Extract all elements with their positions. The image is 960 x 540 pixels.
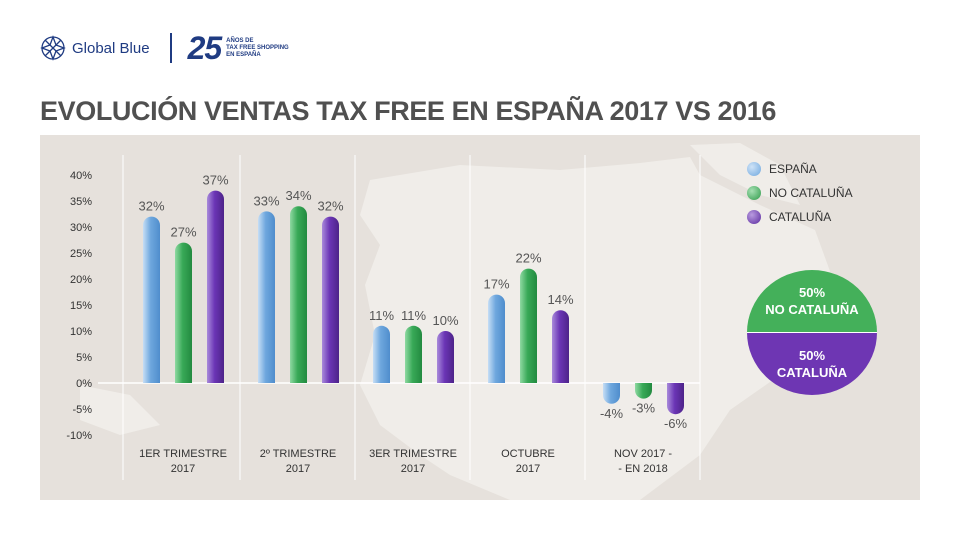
bar (552, 310, 569, 383)
share-split-circle: 50% NO CATALUÑA 50% CATALUÑA (747, 270, 877, 395)
y-tick-label: 15% (70, 300, 92, 312)
legend-swatch (747, 186, 761, 200)
globe-star-icon (40, 35, 66, 61)
anniversary-badge: 25 AÑOS DE TAX FREE SHOPPING EN ESPAÑA (188, 32, 297, 64)
anniversary-text: AÑOS DE TAX FREE SHOPPING EN ESPAÑA (226, 38, 296, 59)
bar (667, 383, 684, 415)
category-label: 2017 (401, 463, 425, 475)
share-value: 50% (798, 284, 826, 300)
brand-name: Global Blue (72, 39, 150, 57)
legend-item-espana: ESPAÑA (747, 157, 853, 181)
y-tick-label: 40% (70, 170, 92, 182)
data-label: 37% (202, 173, 228, 188)
bar-chart: 40% 35% 30% 25% 20% 15% 10% 5% 0% -5% -10% 32% 27% 37… (66, 143, 835, 500)
data-label: 10% (432, 313, 458, 328)
y-tick-label: 10% (70, 326, 92, 338)
category-label: 1ER TRIMESTRE (139, 448, 227, 460)
legend-item-no-cataluna: NO CATALUÑA (747, 181, 853, 205)
category-label: - EN 2018 (618, 463, 668, 475)
y-tick-label: -5% (72, 404, 92, 416)
bar (520, 268, 537, 383)
data-label: 14% (547, 292, 573, 307)
data-label: -3% (632, 401, 656, 416)
data-label: -4% (600, 406, 624, 421)
category-label: 2017 (516, 463, 540, 475)
category-label: NOV 2017 - (614, 448, 672, 460)
share-value: 50% (798, 347, 826, 363)
data-label: 11% (369, 308, 394, 323)
bar (405, 325, 422, 383)
brand-logo: Global Blue (40, 35, 150, 61)
data-label: 27% (170, 225, 196, 240)
share-label: NO CATALUÑA (765, 301, 859, 317)
data-label: 34% (285, 188, 311, 203)
category-label: 3ER TRIMESTRE (369, 448, 457, 460)
bar (290, 206, 307, 383)
bar (322, 216, 339, 383)
legend-label: CATALUÑA (769, 210, 832, 224)
y-tick-label: -10% (66, 430, 92, 442)
data-label: 22% (515, 251, 541, 266)
bar (488, 294, 505, 383)
data-label: 17% (483, 277, 509, 292)
legend-label: NO CATALUÑA (769, 186, 853, 200)
data-label: 11% (401, 308, 426, 323)
category-label: 2017 (286, 463, 310, 475)
bar (437, 331, 454, 383)
y-tick-label: 35% (70, 196, 92, 208)
data-label: 33% (253, 193, 279, 208)
y-tick-label: 25% (70, 248, 92, 260)
anniversary-line: TAX FREE SHOPPING (226, 44, 289, 51)
chart-title: EVOLUCIÓN VENTAS TAX FREE EN ESPAÑA 2017… (40, 96, 777, 126)
legend-swatch (747, 162, 761, 176)
legend: ESPAÑA NO CATALUÑA CATALUÑA (747, 157, 853, 229)
data-label: 32% (138, 199, 164, 214)
bar (143, 216, 160, 383)
bar (207, 190, 224, 383)
y-tick-label: 5% (76, 352, 92, 364)
header: Global Blue 25 AÑOS DE TAX FREE SHOPPING… (40, 28, 296, 68)
anniversary-number: 25 (187, 30, 223, 66)
chart-panel: 40% 35% 30% 25% 20% 15% 10% 5% 0% -5% -10% 32% 27% 37… (40, 135, 920, 500)
data-label: 32% (317, 199, 343, 214)
share-label: CATALUÑA (776, 364, 848, 380)
spain-map-shape (80, 143, 835, 500)
bar (258, 211, 275, 383)
header-divider (169, 33, 172, 63)
category-label: 2017 (171, 463, 195, 475)
legend-item-cataluna: CATALUÑA (747, 205, 853, 229)
y-tick-label: 20% (70, 274, 92, 286)
data-label: -6% (664, 416, 688, 431)
bar (635, 383, 652, 399)
y-tick-label: 0% (76, 378, 92, 390)
legend-label: ESPAÑA (769, 162, 817, 176)
category-label: OCTUBRE (501, 448, 555, 460)
legend-swatch (747, 210, 761, 224)
bar (373, 325, 390, 383)
bar (603, 383, 620, 404)
anniversary-line: EN ESPAÑA (226, 51, 261, 58)
category-label: 2º TRIMESTRE (260, 448, 337, 460)
y-tick-label: 30% (70, 222, 92, 234)
anniversary-line: AÑOS DE (226, 37, 254, 44)
bar (175, 242, 192, 383)
